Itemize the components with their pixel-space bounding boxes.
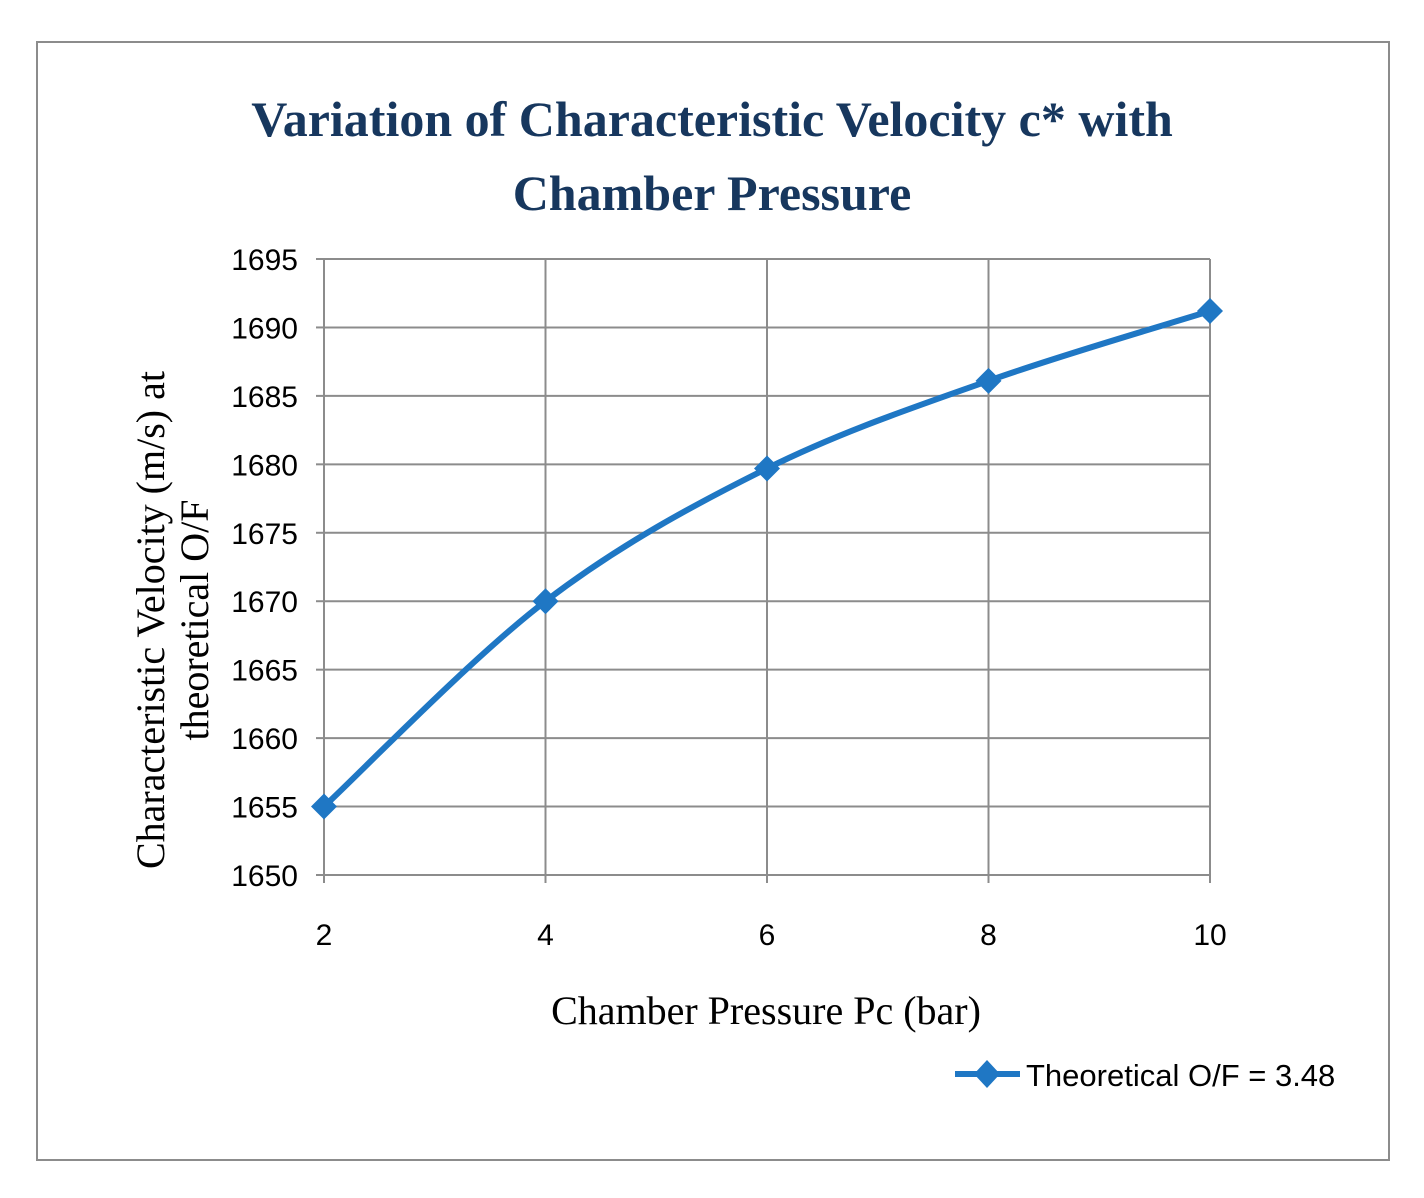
axes — [316, 258, 1211, 883]
y-tick-label: 1670 — [231, 586, 298, 619]
data-point-marker — [975, 367, 1002, 394]
legend-label: Theoretical O/F = 3.48 — [1026, 1058, 1335, 1093]
y-tick-labels: 1650 1655 1660 1665 1670 1675 1680 1685 1690 1695 — [231, 244, 298, 893]
y-tick-label: 1685 — [231, 381, 298, 414]
data-point-marker — [754, 455, 780, 482]
y-tick-label: 1695 — [231, 244, 298, 277]
y-tick-label: 1675 — [231, 518, 298, 551]
chart-title-line-2: Chamber Pressure — [513, 165, 912, 221]
x-tick-labels: 2 4 6 8 10 — [316, 919, 1227, 952]
data-point-marker — [1197, 298, 1223, 325]
y-tick-label: 1660 — [231, 723, 298, 756]
y-tick-label: 1655 — [231, 792, 298, 825]
x-axis-label: Chamber Pressure Pc (bar) — [551, 988, 981, 1033]
series-group — [311, 298, 1223, 820]
y-axis-label-line-2: theoretical O/F — [172, 499, 217, 740]
data-point-marker — [311, 793, 337, 820]
y-tick-label: 1650 — [231, 860, 298, 893]
y-tick-label: 1690 — [231, 312, 298, 345]
legend-diamond-marker — [974, 1060, 1000, 1088]
chart-title-line-1: Variation of Characteristic Velocity c* … — [251, 91, 1173, 147]
x-tick-label: 8 — [980, 919, 997, 952]
x-tick-label: 6 — [759, 919, 776, 952]
y-tick-label: 1665 — [231, 655, 298, 688]
y-tick-label: 1680 — [231, 449, 298, 482]
y-axis-label-line-1: Characteristic Velocity (m/s) at — [128, 371, 173, 869]
x-tick-label: 2 — [316, 919, 333, 952]
data-point-marker — [532, 588, 559, 615]
x-tick-label: 10 — [1193, 919, 1226, 952]
x-tick-label: 4 — [537, 919, 554, 952]
legend: Theoretical O/F = 3.48 — [955, 1058, 1335, 1093]
